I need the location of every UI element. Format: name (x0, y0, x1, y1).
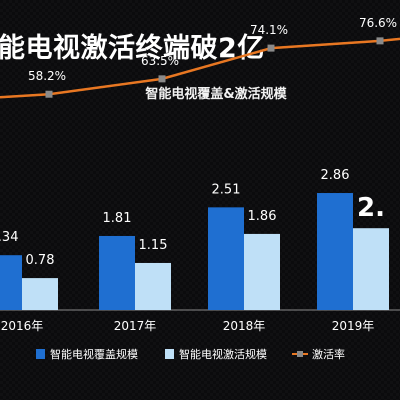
data-labels: 1.34 0.78 1.81 1.15 2.51 1.86 2.86 2. 58.2% 63.5%… (0, 16, 397, 268)
activation-value-label: 1.15 (139, 238, 168, 253)
activation-bar (244, 233, 280, 310)
x-tick-label: 2019年 (332, 319, 375, 333)
legend: 智能电视覆盖规模 智能电视激活规模 激活率 (36, 347, 345, 361)
x-tick-label: 2016年 (1, 319, 44, 333)
rate-value-label: 58.2% (28, 69, 66, 83)
legend-label-activation: 智能电视激活规模 (179, 347, 267, 361)
activation-bar (22, 278, 58, 310)
rate-line-series (0, 37, 400, 99)
activation-value-label: 1.86 (248, 209, 277, 224)
coverage-value-label: 1.34 (0, 230, 18, 245)
legend-swatch-activation (165, 349, 174, 359)
legend-label-rate: 激活率 (312, 347, 345, 361)
x-tick-label: 2017年 (114, 319, 157, 333)
rate-value-label: 76.6% (359, 16, 397, 30)
coverage-bar (317, 193, 353, 310)
activation-bar (135, 262, 171, 310)
coverage-bar (208, 207, 244, 310)
page-headline: 能电视激活终端破2亿 (0, 33, 265, 64)
activation-value-label: 2. (357, 193, 385, 223)
rate-point (45, 90, 53, 98)
chart-title: 智能电视覆盖&激活规模 (145, 86, 287, 102)
x-tick-label: 2018年 (223, 319, 266, 333)
coverage-bar (0, 255, 22, 310)
x-axis: 2016年 2017年 2018年 2019年 (0, 309, 400, 333)
rate-value-label: 74.1% (250, 23, 288, 37)
rate-value-label: 63.5% (141, 54, 179, 68)
rate-point (376, 37, 384, 45)
rate-point (158, 75, 166, 83)
legend-marker-rate (297, 351, 303, 357)
coverage-value-label: 2.51 (212, 182, 241, 197)
activation-value-label: 0.78 (26, 253, 55, 268)
coverage-bar (99, 235, 135, 310)
coverage-value-label: 2.86 (321, 168, 350, 183)
bar-series (0, 193, 389, 310)
legend-swatch-coverage (36, 349, 45, 359)
coverage-value-label: 1.81 (103, 211, 132, 226)
activation-bar (353, 228, 389, 310)
rate-point (267, 44, 275, 52)
legend-label-coverage: 智能电视覆盖规模 (50, 347, 138, 361)
